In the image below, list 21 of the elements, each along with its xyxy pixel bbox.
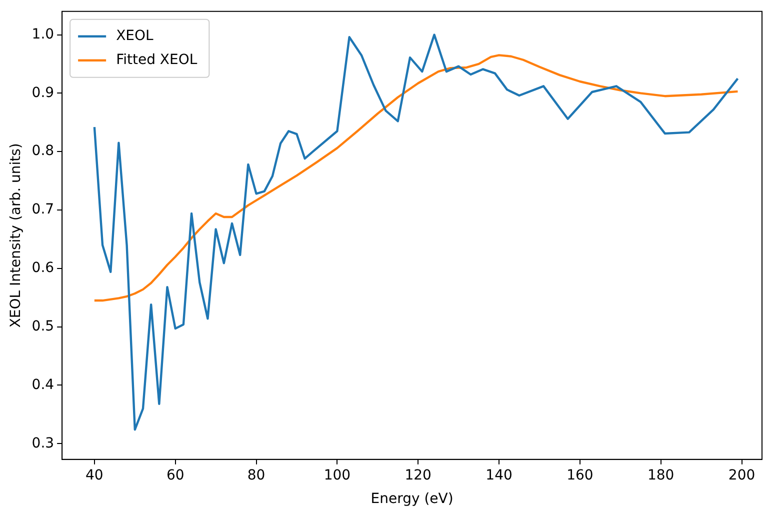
y-tick-label: 0.9 [32,84,54,101]
y-axis-title: XEOL Intensity (arb. units) [8,143,24,328]
x-tick-label: 40 [86,467,104,484]
x-axis-title: Energy (eV) [370,491,454,508]
x-tick-label: 100 [324,467,351,484]
x-tick-label: 140 [486,467,512,484]
y-tick-label: 0.3 [32,435,54,452]
y-tick-label: 1.0 [32,26,54,42]
x-tick-label: 60 [166,467,184,484]
y-tick-label: 0.8 [32,143,54,160]
x-tick-label: 180 [647,467,674,484]
y-tick-label: 0.5 [32,318,54,334]
x-tick-label: 160 [566,467,594,484]
y-tick-label: 0.7 [32,202,54,218]
x-tick-label: 200 [728,467,756,484]
legend-label: Fitted XEOL [116,52,198,68]
x-tick-label: 120 [404,467,432,484]
y-tick-label: 0.4 [32,376,54,393]
x-tick-label: 80 [247,467,266,484]
legend-label: XEOL [116,28,154,44]
y-tick-label: 0.6 [32,260,54,276]
